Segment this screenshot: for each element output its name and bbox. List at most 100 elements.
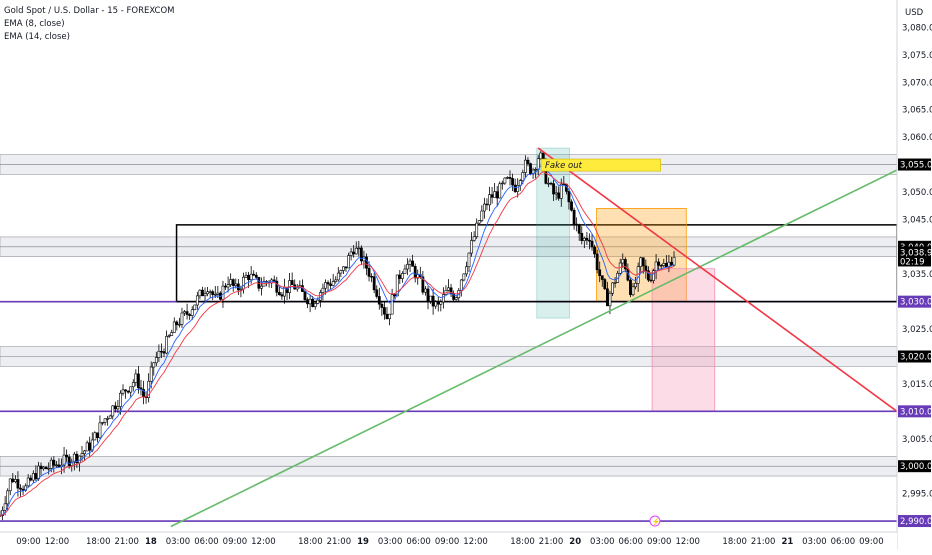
candle <box>45 467 47 469</box>
red-trendline <box>538 148 897 411</box>
fake-out-label[interactable]: Fake out <box>545 161 583 171</box>
candle <box>230 280 232 285</box>
candle <box>481 211 483 221</box>
ema-8-legend[interactable]: EMA (8, close) <box>4 18 175 31</box>
candle <box>604 280 606 289</box>
candle <box>42 467 44 469</box>
candle <box>332 282 334 286</box>
candle <box>529 164 531 174</box>
candle <box>629 280 631 295</box>
candle <box>222 286 224 299</box>
y-tick-label: 3,065.00 <box>902 106 932 116</box>
candle <box>634 283 636 286</box>
candle <box>650 280 652 281</box>
candle <box>619 263 621 273</box>
candle <box>350 252 352 256</box>
candle <box>614 282 616 283</box>
x-tick-label: 12:00 <box>675 537 700 547</box>
x-tick-label: 06:00 <box>194 537 219 547</box>
candle <box>155 358 157 363</box>
candle <box>663 263 665 265</box>
candle <box>468 253 470 267</box>
candle <box>160 351 162 352</box>
candle <box>165 336 167 353</box>
candle <box>7 491 9 504</box>
y-tick-label: 3,075.00 <box>902 51 932 61</box>
candle <box>68 457 70 466</box>
candle <box>199 290 201 296</box>
candle <box>504 178 506 183</box>
candle <box>309 299 311 304</box>
candle <box>224 286 226 287</box>
candle <box>640 258 642 267</box>
candle <box>550 183 552 184</box>
candle <box>194 305 196 310</box>
candle <box>137 374 139 388</box>
candle <box>373 277 375 290</box>
candle <box>240 289 242 290</box>
candle <box>12 479 14 482</box>
candle <box>371 276 373 277</box>
candle <box>66 455 68 457</box>
candle <box>135 374 137 383</box>
candle <box>342 267 344 271</box>
candle <box>214 294 216 295</box>
candle <box>217 293 219 294</box>
y-tick-label: 3,070.00 <box>902 78 932 88</box>
y-tick-label: 3,025.00 <box>902 325 932 335</box>
candle <box>358 248 360 249</box>
candle <box>606 289 608 306</box>
candle <box>499 184 501 198</box>
ema-14-legend[interactable]: EMA (14, close) <box>4 31 175 44</box>
symbol-title[interactable]: Gold Spot / U.S. Dollar - 15 - FOREXCOM <box>4 5 175 18</box>
candle <box>424 289 426 292</box>
candle <box>107 418 109 419</box>
candle <box>27 478 29 486</box>
candle <box>527 160 529 163</box>
teal-box <box>537 148 570 318</box>
candle <box>278 292 280 294</box>
candle <box>522 172 524 180</box>
pink-box <box>652 269 715 412</box>
candle <box>58 465 60 467</box>
candle <box>232 280 234 286</box>
candle <box>609 293 611 306</box>
candle <box>655 262 657 271</box>
x-tick-label: 18:00 <box>722 537 747 547</box>
candle <box>89 443 91 450</box>
candle <box>476 223 478 237</box>
candle <box>576 224 578 225</box>
candle <box>9 479 11 491</box>
candle <box>511 178 513 185</box>
candle <box>291 280 293 284</box>
candle <box>206 292 208 294</box>
level-badge-3055: 3,055.00 <box>898 159 932 171</box>
candle <box>486 204 488 205</box>
candle <box>132 383 134 387</box>
y-tick-label: 3,045.00 <box>902 215 932 225</box>
candle <box>440 302 442 304</box>
x-tick-label: 09:00 <box>647 537 672 547</box>
candle <box>94 433 96 440</box>
candle <box>191 310 193 316</box>
candle <box>163 352 165 353</box>
candle <box>442 295 444 302</box>
candle <box>212 292 214 295</box>
candle <box>55 465 57 466</box>
x-tick-label: 09:00 <box>859 537 884 547</box>
candle <box>660 265 662 266</box>
candle <box>483 204 485 211</box>
candle <box>670 262 672 265</box>
x-tick-label: 20 <box>569 537 581 547</box>
level-badge-label: 3,020.00 <box>900 352 932 362</box>
level-badge-label: 3,010.00 <box>900 407 932 417</box>
candle <box>645 266 647 271</box>
candle <box>391 295 393 315</box>
x-tick-label: 18:00 <box>298 537 323 547</box>
candle <box>150 367 152 381</box>
candle <box>322 288 324 292</box>
candle <box>247 275 249 280</box>
x-tick-label: 12:00 <box>45 537 70 547</box>
